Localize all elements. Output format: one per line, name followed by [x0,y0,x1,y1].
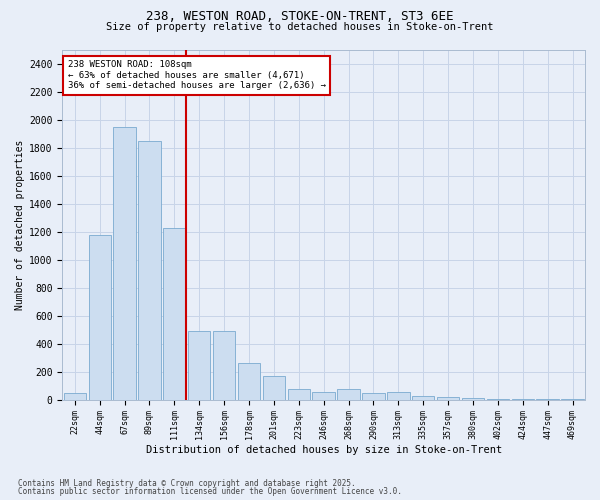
Bar [313,392,335,400]
Bar [188,331,211,400]
Bar [287,389,310,400]
Bar [337,389,360,400]
Bar [138,141,161,400]
Bar [163,228,185,400]
Bar [487,398,509,400]
Bar [238,362,260,400]
Bar [512,399,534,400]
Bar [462,398,484,400]
Bar [437,397,460,400]
Bar [263,376,285,400]
Bar [89,236,111,400]
Text: Contains HM Land Registry data © Crown copyright and database right 2025.: Contains HM Land Registry data © Crown c… [18,478,356,488]
Text: 238, WESTON ROAD, STOKE-ON-TRENT, ST3 6EE: 238, WESTON ROAD, STOKE-ON-TRENT, ST3 6E… [146,10,454,23]
Text: Contains public sector information licensed under the Open Government Licence v3: Contains public sector information licen… [18,487,402,496]
Bar [562,399,584,400]
Bar [387,392,410,400]
Bar [536,399,559,400]
X-axis label: Distribution of detached houses by size in Stoke-on-Trent: Distribution of detached houses by size … [146,445,502,455]
Text: 238 WESTON ROAD: 108sqm
← 63% of detached houses are smaller (4,671)
36% of semi: 238 WESTON ROAD: 108sqm ← 63% of detache… [68,60,326,90]
Bar [412,396,434,400]
Text: Size of property relative to detached houses in Stoke-on-Trent: Size of property relative to detached ho… [106,22,494,32]
Bar [113,127,136,400]
Bar [64,392,86,400]
Bar [213,331,235,400]
Bar [362,394,385,400]
Y-axis label: Number of detached properties: Number of detached properties [15,140,25,310]
